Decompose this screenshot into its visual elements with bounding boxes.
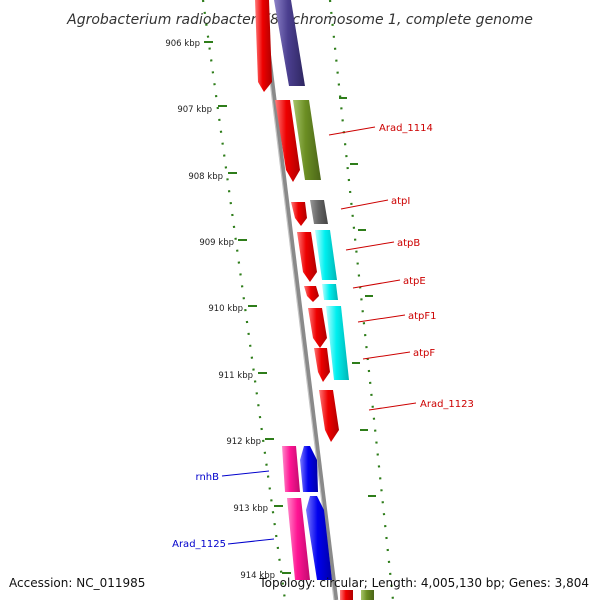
leader-line-atpi	[340, 199, 389, 210]
gene-feature-cyan[interactable]	[315, 230, 337, 280]
gene-label-atpi[interactable]: atpI	[391, 196, 410, 207]
leader-line-arad-1123	[368, 402, 417, 411]
tick-label: 906 kbp	[165, 39, 200, 49]
genome-summary-text: Topology: circular; Length: 4,005,130 bp…	[258, 576, 589, 590]
gene-label-arad-1114[interactable]: Arad_1114	[379, 123, 433, 134]
leader-line-atpf	[362, 351, 411, 360]
leader-line-arad-1125	[227, 538, 275, 545]
map-title: Agrobacterium radiobacter K84 chromosome…	[66, 12, 533, 28]
gene-feature-blue[interactable]	[306, 496, 332, 580]
tick-ring-outer	[328, 0, 395, 600]
gene-label-atpf[interactable]: atpF	[413, 348, 435, 359]
gene-feature-pink[interactable]	[287, 498, 310, 580]
tick-label: 909 kbp	[199, 238, 234, 248]
leader-line-atpe	[352, 279, 401, 289]
gene-label-atpe[interactable]: atpE	[403, 276, 426, 287]
gene-feature-purple[interactable]	[274, 0, 305, 86]
leader-line-arad-1114	[328, 126, 376, 136]
gene-label-atpf1[interactable]: atpF1	[408, 311, 437, 322]
gene-feature[interactable]	[314, 348, 330, 382]
gene-label-rnhb[interactable]: rnhB	[196, 472, 220, 483]
tick-label: 910 kbp	[208, 304, 243, 314]
backbone-highlight	[259, 0, 335, 600]
gene-feature[interactable]	[255, 0, 272, 92]
tick-label: 912 kbp	[226, 437, 261, 447]
tick-label: 913 kbp	[233, 504, 268, 514]
gene-label-arad-1123[interactable]: Arad_1123	[420, 399, 474, 410]
forward-features	[255, 0, 353, 600]
gene-feature-gray[interactable]	[310, 200, 328, 224]
leader-line-atpb	[345, 241, 395, 251]
gene-feature[interactable]	[340, 590, 353, 600]
reverse-features	[282, 446, 332, 580]
gene-feature-green[interactable]	[361, 590, 374, 600]
gene-feature-pink[interactable]	[282, 446, 300, 492]
chromosome-backbone	[259, 0, 339, 600]
category-features	[274, 0, 374, 600]
leader-lines	[221, 126, 417, 545]
gene-feature[interactable]	[275, 100, 300, 182]
gene-feature[interactable]	[308, 308, 327, 348]
gene-label-arad-1125[interactable]: Arad_1125	[172, 539, 226, 550]
gene-feature-blue[interactable]	[300, 446, 318, 492]
gene-feature-cyan[interactable]	[322, 284, 338, 300]
gene-label-atpb[interactable]: atpB	[397, 238, 420, 249]
major-ticks	[204, 41, 376, 574]
tick-label: 914 kbp	[240, 571, 275, 581]
gene-feature[interactable]	[297, 232, 317, 282]
gene-feature[interactable]	[319, 390, 339, 442]
tick-label: 908 kbp	[188, 172, 223, 182]
tick-label: 911 kbp	[218, 371, 253, 381]
leader-line-rnhb	[221, 470, 270, 477]
leader-line-atpf1	[357, 314, 406, 323]
tick-label: 907 kbp	[177, 105, 212, 115]
gene-feature[interactable]	[291, 202, 307, 226]
tick-ring-inner	[201, 0, 287, 600]
gene-feature-cyan[interactable]	[326, 306, 349, 380]
gene-feature[interactable]	[304, 286, 319, 302]
gene-feature-green[interactable]	[293, 100, 321, 180]
accession-text: Accession: NC_011985	[9, 576, 145, 590]
